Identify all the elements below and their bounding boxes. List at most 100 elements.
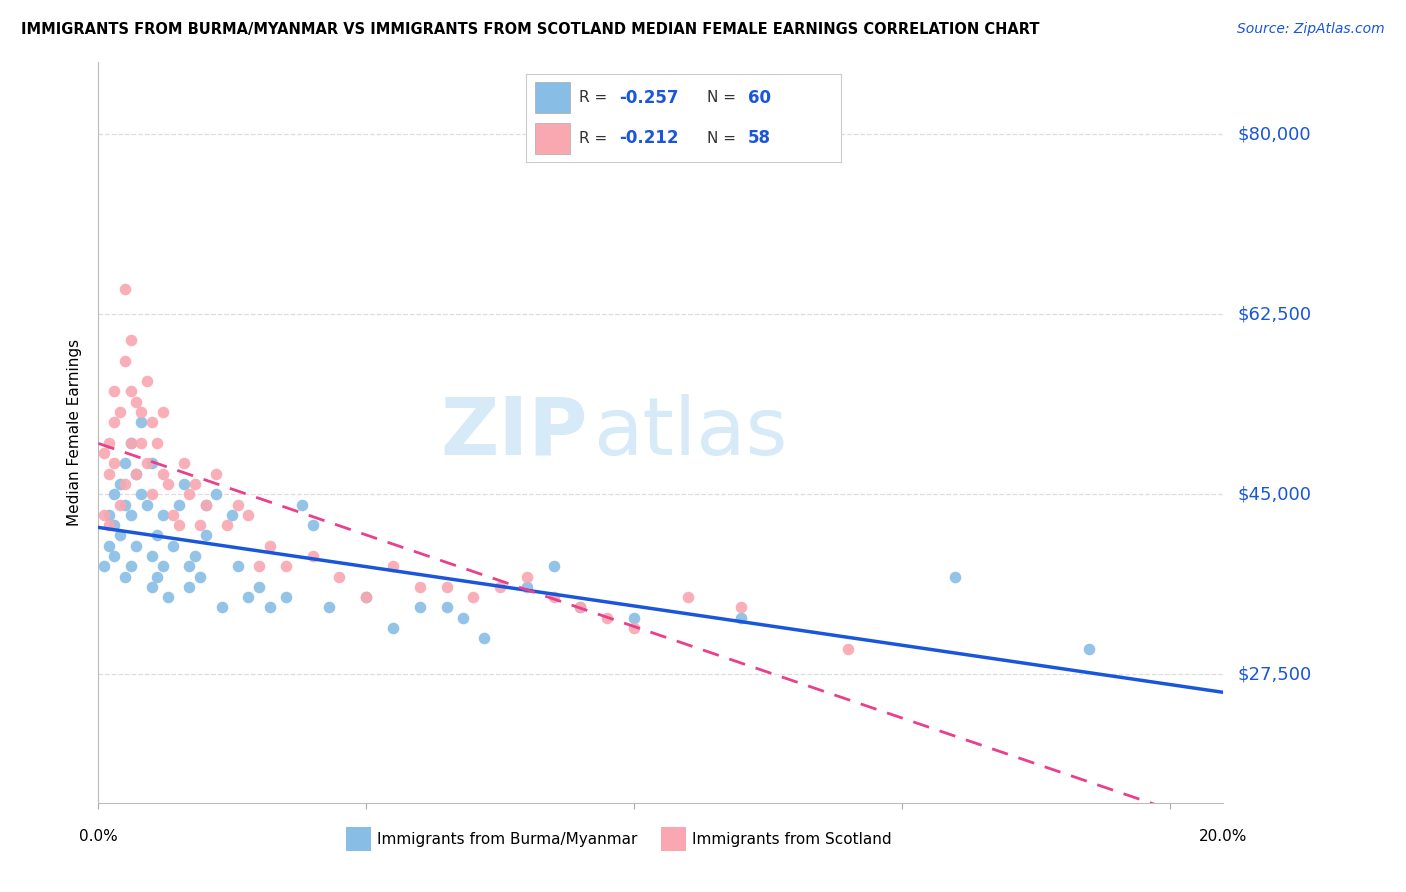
Point: [125, 467, 148, 481]
Point: [114, 457, 136, 471]
Point: [141, 580, 163, 594]
Point: [194, 528, 217, 542]
Point: [103, 415, 125, 429]
Point: [472, 632, 495, 646]
Y-axis label: Median Female Earnings: Median Female Earnings: [67, 339, 83, 526]
Point: [596, 611, 619, 625]
Point: [129, 436, 152, 450]
Text: $80,000: $80,000: [1237, 126, 1310, 144]
Point: [108, 477, 131, 491]
Point: [436, 600, 458, 615]
Point: [569, 600, 592, 615]
Point: [141, 457, 163, 471]
Point: [837, 641, 859, 656]
Point: [226, 498, 249, 512]
Point: [129, 415, 152, 429]
Point: [543, 590, 565, 604]
Point: [409, 580, 432, 594]
Point: [135, 498, 157, 512]
Point: [301, 518, 323, 533]
Point: [436, 580, 458, 594]
Text: ZIP: ZIP: [440, 393, 588, 472]
Point: [125, 467, 148, 481]
Point: [226, 559, 249, 574]
Point: [516, 569, 538, 583]
Point: [152, 467, 174, 481]
Point: [152, 559, 174, 574]
Text: $27,500: $27,500: [1237, 665, 1312, 683]
Text: 20.0%: 20.0%: [1199, 829, 1247, 844]
Point: [318, 600, 340, 615]
Point: [221, 508, 243, 522]
Point: [184, 477, 207, 491]
Point: [194, 498, 217, 512]
Point: [194, 498, 217, 512]
Point: [120, 333, 142, 347]
Point: [205, 487, 228, 501]
Point: [152, 405, 174, 419]
Point: [146, 569, 169, 583]
Point: [162, 539, 184, 553]
Point: [179, 559, 201, 574]
Point: [98, 508, 121, 522]
Point: [215, 518, 238, 533]
Point: [730, 600, 752, 615]
Point: [238, 590, 260, 604]
Point: [184, 549, 207, 563]
Point: [93, 446, 115, 460]
Point: [409, 600, 432, 615]
Point: [108, 498, 131, 512]
Point: [98, 436, 121, 450]
Point: [114, 282, 136, 296]
Point: [167, 518, 190, 533]
Point: [120, 508, 142, 522]
Text: $62,500: $62,500: [1237, 305, 1312, 324]
Point: [93, 559, 115, 574]
Point: [354, 590, 377, 604]
Point: [162, 508, 184, 522]
Bar: [661, 827, 686, 851]
Point: [129, 487, 152, 501]
Point: [569, 600, 592, 615]
Point: [451, 611, 474, 625]
Point: [211, 600, 233, 615]
Point: [157, 477, 180, 491]
Point: [103, 457, 125, 471]
Point: [167, 498, 190, 512]
Point: [98, 467, 121, 481]
Point: [114, 498, 136, 512]
Text: 0.0%: 0.0%: [79, 829, 118, 844]
Point: [382, 559, 405, 574]
Point: [108, 528, 131, 542]
Point: [103, 549, 125, 563]
Point: [1078, 641, 1101, 656]
Point: [103, 487, 125, 501]
Text: Immigrants from Scotland: Immigrants from Scotland: [692, 832, 891, 847]
Point: [146, 528, 169, 542]
Point: [120, 384, 142, 399]
Point: [730, 611, 752, 625]
Point: [259, 539, 281, 553]
Point: [382, 621, 405, 635]
Point: [247, 580, 270, 594]
Point: [129, 405, 152, 419]
Point: [173, 477, 195, 491]
Point: [93, 508, 115, 522]
Point: [188, 518, 211, 533]
Point: [247, 559, 270, 574]
Point: [179, 487, 201, 501]
Point: [141, 487, 163, 501]
Text: $45,000: $45,000: [1237, 485, 1312, 503]
Point: [98, 518, 121, 533]
Point: [120, 436, 142, 450]
Point: [623, 621, 645, 635]
Point: [173, 457, 195, 471]
Point: [120, 436, 142, 450]
Point: [623, 611, 645, 625]
Point: [108, 405, 131, 419]
Point: [141, 415, 163, 429]
Text: Source: ZipAtlas.com: Source: ZipAtlas.com: [1237, 22, 1385, 37]
Point: [328, 569, 350, 583]
Point: [135, 374, 157, 388]
Point: [274, 559, 297, 574]
